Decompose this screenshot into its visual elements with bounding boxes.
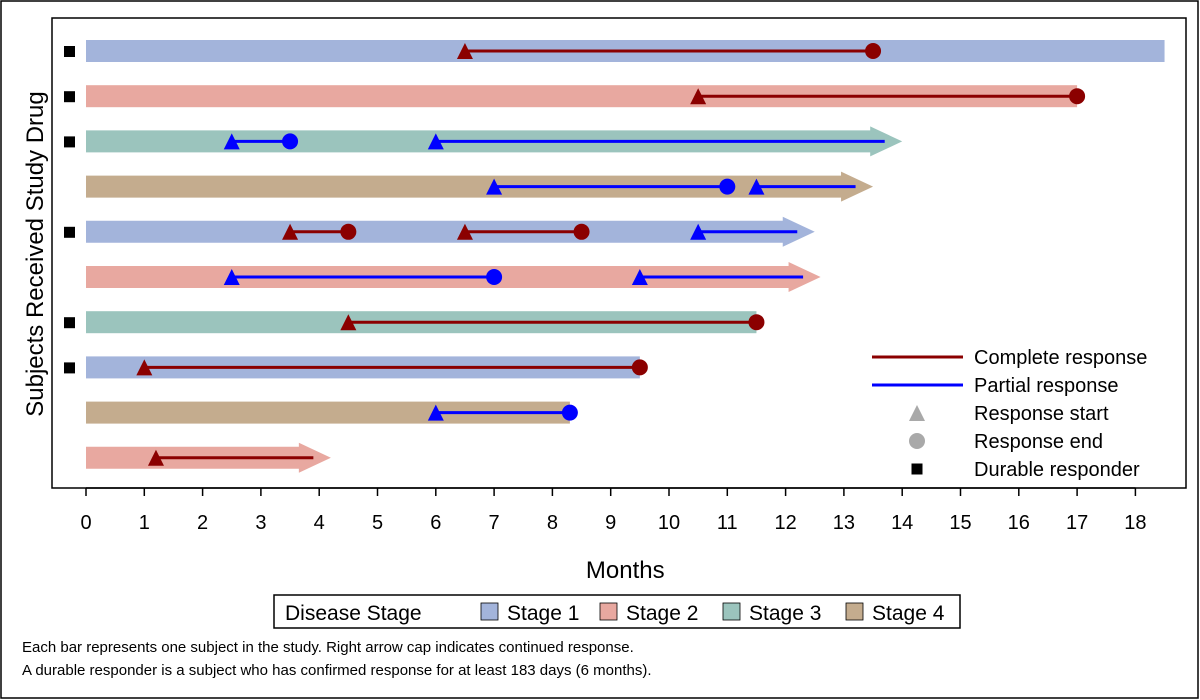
durable-responder-marker bbox=[64, 91, 75, 103]
x-tick-label: 13 bbox=[833, 512, 855, 534]
response-start-marker bbox=[282, 223, 299, 240]
subject-bar bbox=[86, 401, 570, 424]
response-end-marker bbox=[573, 223, 590, 240]
legend-item-response-end: Response end bbox=[909, 431, 1103, 453]
stage-swatch-4 bbox=[845, 602, 864, 621]
stage-label-4: Stage 4 bbox=[872, 602, 945, 625]
x-tick-label: 18 bbox=[1124, 512, 1146, 534]
x-tick-label: 0 bbox=[80, 512, 91, 534]
response-start-marker bbox=[223, 269, 240, 285]
subject-row-7 bbox=[64, 311, 765, 334]
x-tick-label: 8 bbox=[547, 512, 558, 534]
x-tick-label: 5 bbox=[372, 512, 383, 534]
durable-responder-marker bbox=[64, 226, 75, 238]
stage-label-1: Stage 1 bbox=[507, 602, 579, 625]
response-start-marker bbox=[427, 133, 444, 150]
response-start-marker bbox=[456, 43, 473, 59]
response-end-marker bbox=[1069, 88, 1086, 105]
response-start-marker bbox=[486, 178, 503, 195]
response-start-marker bbox=[147, 449, 164, 466]
response-end-marker bbox=[340, 223, 357, 240]
durable-responder-marker bbox=[64, 362, 75, 374]
response-start-marker bbox=[136, 359, 153, 376]
response-start-marker bbox=[223, 133, 240, 150]
durable-responder-marker bbox=[64, 317, 75, 329]
x-tick-label: 1 bbox=[139, 512, 150, 534]
legend-item-complete-response: Complete response bbox=[872, 347, 1147, 369]
legend-item-durable-responder: Durable responder bbox=[911, 459, 1140, 481]
x-tick-label: 11 bbox=[717, 512, 738, 534]
legend-triangle-swatch bbox=[909, 405, 925, 421]
legend-item-partial-response: Partial response bbox=[872, 375, 1119, 397]
x-tick-label: 7 bbox=[489, 512, 500, 534]
legend-item-response-start: Response start bbox=[909, 403, 1109, 425]
stage-legend-title: Disease Stage bbox=[285, 602, 422, 625]
footnote-1: Each bar represents one subject in the s… bbox=[22, 639, 634, 656]
subject-row-1 bbox=[64, 40, 1165, 62]
x-tick-label: 16 bbox=[1008, 512, 1030, 534]
response-start-marker bbox=[427, 404, 444, 421]
stage-swatch-2 bbox=[599, 602, 618, 621]
legend-label: Durable responder bbox=[974, 459, 1140, 481]
response-start-marker bbox=[748, 178, 765, 195]
x-tick-label: 4 bbox=[314, 512, 325, 534]
response-end-marker bbox=[748, 314, 765, 331]
subject-row-10 bbox=[86, 442, 331, 473]
legend-label: Response end bbox=[974, 431, 1103, 453]
subject-row-8 bbox=[64, 356, 648, 379]
subject-row-4 bbox=[86, 171, 874, 202]
response-end-marker bbox=[631, 359, 648, 376]
legend-label: Partial response bbox=[974, 375, 1119, 397]
x-tick-label: 3 bbox=[255, 512, 266, 534]
x-axis-title: Months bbox=[586, 557, 665, 584]
legend-circle-swatch bbox=[909, 433, 925, 449]
response-start-marker bbox=[631, 269, 648, 285]
response-start-marker bbox=[690, 88, 707, 105]
subject-row-2 bbox=[64, 85, 1086, 108]
stage-label-2: Stage 2 bbox=[626, 602, 698, 625]
durable-responder-marker bbox=[64, 136, 75, 148]
response-start-marker bbox=[456, 223, 473, 240]
y-axis-title: Subjects Received Study Drug bbox=[22, 91, 49, 417]
stage-label-3: Stage 3 bbox=[749, 602, 821, 625]
footnote-2: A durable responder is a subject who has… bbox=[22, 662, 652, 679]
subject-bar-arrow bbox=[86, 171, 874, 202]
x-tick-label: 17 bbox=[1066, 512, 1088, 534]
response-start-marker bbox=[340, 314, 357, 331]
x-tick-label: 14 bbox=[891, 512, 913, 534]
x-tick-label: 2 bbox=[197, 512, 208, 534]
legend-label: Response start bbox=[974, 403, 1109, 425]
x-tick-label: 6 bbox=[430, 512, 441, 534]
subject-row-9 bbox=[86, 401, 578, 424]
legend-square-swatch bbox=[911, 463, 923, 475]
subject-bar bbox=[86, 85, 1078, 108]
stage-legend: Disease Stage Stage 1 Stage 2 Stage 3 Stage … bbox=[273, 594, 961, 629]
x-tick-label: 15 bbox=[949, 512, 971, 534]
response-start-marker bbox=[690, 223, 707, 240]
subject-row-3 bbox=[64, 126, 903, 157]
subject-row-6 bbox=[86, 262, 821, 292]
x-tick-label: 9 bbox=[605, 512, 616, 534]
stage-swatch-1 bbox=[480, 602, 499, 621]
stage-swatch-3 bbox=[722, 602, 741, 621]
x-tick-label: 10 bbox=[658, 512, 680, 534]
response-end-marker bbox=[282, 133, 299, 150]
response-end-marker bbox=[561, 404, 578, 421]
subject-row-5 bbox=[64, 216, 815, 247]
response-end-marker bbox=[865, 43, 882, 59]
x-tick-label: 12 bbox=[774, 512, 796, 534]
response-end-marker bbox=[719, 178, 736, 195]
durable-responder-marker bbox=[64, 46, 75, 57]
legend-label: Complete response bbox=[974, 347, 1147, 369]
response-end-marker bbox=[486, 269, 503, 285]
subject-bar-arrow bbox=[86, 216, 815, 247]
